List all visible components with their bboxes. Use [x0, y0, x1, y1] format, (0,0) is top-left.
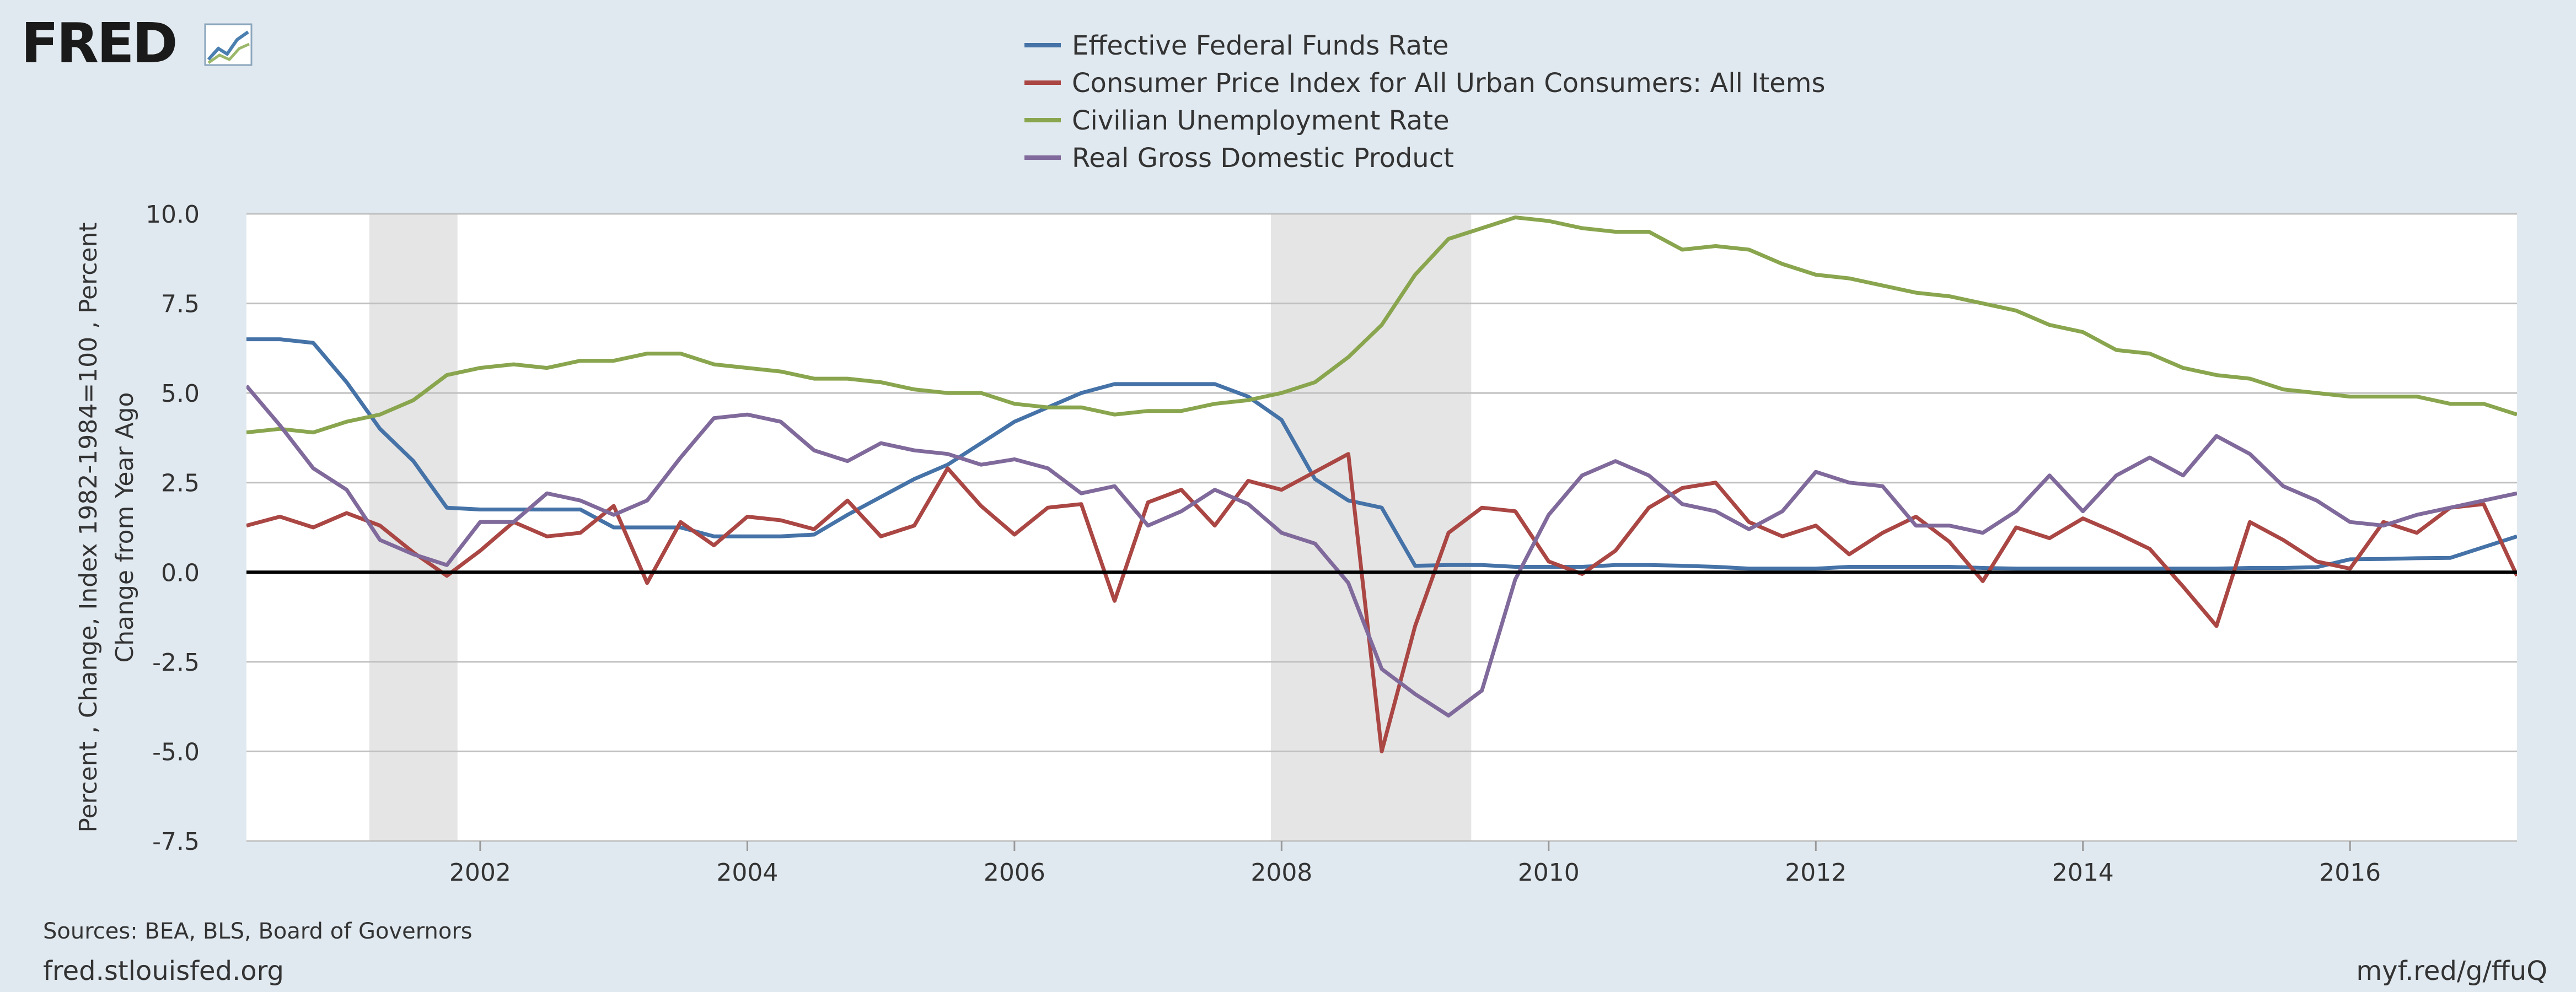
legend-item-4[interactable]: Real Gross Domestic Product	[1024, 143, 1454, 174]
legend-label: Real Gross Domestic Product	[1072, 143, 1454, 174]
y-axis-ticks: 10.0 7.5 5.0 2.5 0.0 -2.5 -5.0 -7.5	[146, 201, 200, 856]
fred-logo-text: FRED	[21, 11, 176, 76]
y-axis-label: Percent , Change, Index 1982-1984=100 , …	[74, 222, 139, 832]
series-line-3	[246, 215, 2517, 435]
short-url-link[interactable]: myf.red/g/ffuQ	[2356, 956, 2547, 986]
y-axis-label-line-1: Percent , Change, Index 1982-1984=100 , …	[74, 222, 103, 832]
y-tick-label: -5.0	[152, 738, 200, 766]
x-tick-label: 2014	[2052, 859, 2114, 887]
legend-item-3[interactable]: Civilian Unemployment Rate	[1024, 105, 1450, 136]
y-tick-label: 0.0	[161, 559, 200, 587]
legend-item-1[interactable]: Effective Federal Funds Rate	[1024, 30, 1449, 61]
fred-logo[interactable]: FRED	[21, 11, 253, 76]
y-tick-label: 2.5	[161, 470, 200, 498]
x-tick-label: 2012	[1785, 859, 1847, 887]
recession-bands	[369, 214, 1472, 841]
series-lines	[246, 215, 2517, 753]
y-tick-label: 10.0	[146, 201, 200, 229]
y-tick-label: 7.5	[161, 290, 200, 319]
x-tick-label: 2004	[716, 859, 778, 887]
y-axis-label-line-2: Change from Year Ago	[111, 392, 139, 663]
x-tick-label: 2006	[984, 859, 1045, 887]
legend-label: Consumer Price Index for All Urban Consu…	[1072, 68, 1825, 99]
x-tick-label: 2016	[2319, 859, 2381, 887]
fred-logo-chart-icon	[204, 23, 253, 66]
x-tick-label: 2002	[449, 859, 511, 887]
recession-band-2	[1270, 214, 1472, 841]
legend-item-2[interactable]: Consumer Price Index for All Urban Consu…	[1024, 68, 1825, 99]
legend: Effective Federal Funds Rate Consumer Pri…	[1024, 30, 1825, 174]
series-line-4	[246, 384, 2517, 718]
y-tick-label: 5.0	[161, 380, 200, 408]
sources-text: Sources: BEA, BLS, Board of Governors	[43, 919, 473, 944]
y-tick-label: -7.5	[152, 828, 200, 856]
legend-label: Civilian Unemployment Rate	[1072, 105, 1450, 136]
legend-label: Effective Federal Funds Rate	[1072, 30, 1449, 61]
x-tick-label: 2008	[1251, 859, 1312, 887]
x-axis-ticks: 2002 2004 2006 2008 2010 2012 2014 2016	[449, 841, 2381, 887]
y-tick-label: -2.5	[152, 649, 200, 677]
series-line-2	[246, 452, 2517, 753]
x-tick-label: 2010	[1518, 859, 1580, 887]
site-link[interactable]: fred.stlouisfed.org	[43, 956, 284, 986]
